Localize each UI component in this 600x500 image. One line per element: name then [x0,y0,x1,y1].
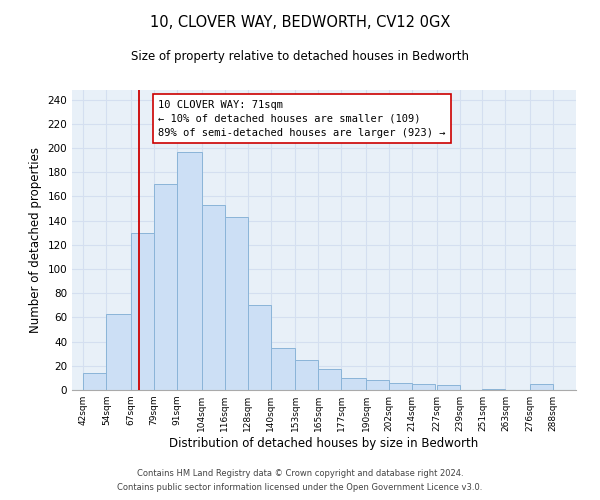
Bar [389,382,412,390]
Bar [271,348,295,390]
Bar [83,373,106,390]
Y-axis label: Number of detached properties: Number of detached properties [29,147,42,333]
Bar [482,389,505,390]
Text: Size of property relative to detached houses in Bedworth: Size of property relative to detached ho… [131,50,469,63]
Bar [366,380,389,390]
Bar [154,184,177,390]
Bar [530,384,553,390]
Bar [177,152,202,390]
Bar [131,232,154,390]
X-axis label: Distribution of detached houses by size in Bedworth: Distribution of detached houses by size … [169,437,479,450]
Text: 10, CLOVER WAY, BEDWORTH, CV12 0GX: 10, CLOVER WAY, BEDWORTH, CV12 0GX [150,15,450,30]
Bar [225,217,248,390]
Bar [248,306,271,390]
Bar [341,378,366,390]
Text: 10 CLOVER WAY: 71sqm
← 10% of detached houses are smaller (109)
89% of semi-deta: 10 CLOVER WAY: 71sqm ← 10% of detached h… [158,100,445,138]
Text: Contains public sector information licensed under the Open Government Licence v3: Contains public sector information licen… [118,484,482,492]
Bar [106,314,131,390]
Bar [437,385,460,390]
Text: Contains HM Land Registry data © Crown copyright and database right 2024.: Contains HM Land Registry data © Crown c… [137,468,463,477]
Bar [202,205,225,390]
Bar [412,384,435,390]
Bar [295,360,318,390]
Bar [318,370,341,390]
